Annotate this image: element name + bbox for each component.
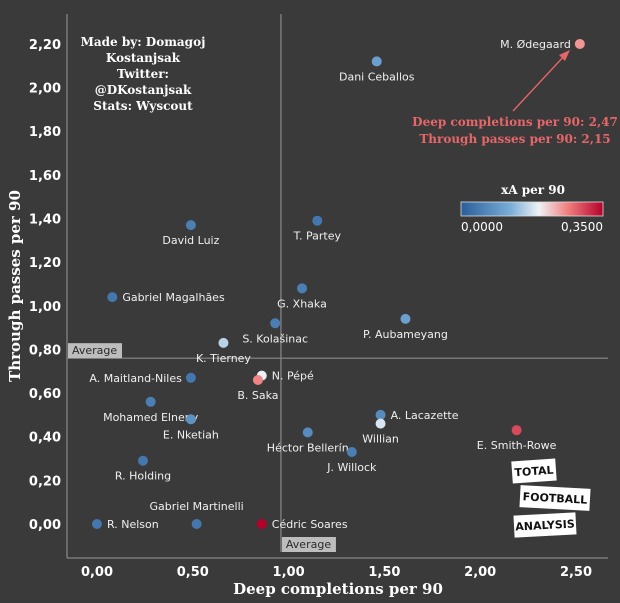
annotation-arrowhead [559,50,570,61]
x-tick-label: 2,50 [560,565,592,580]
y-tick-label: 1,60 [29,169,61,184]
legend-max-label: 0,3500 [561,220,603,234]
legend-min-label: 0,0000 [461,220,503,234]
point-21 [92,519,102,529]
point-label-17: J. Willock [326,461,377,474]
y-tick-label: 0,40 [29,431,61,446]
point-13 [185,414,196,425]
point-label-15: Willian [362,433,399,446]
y-tick-label: 0,80 [29,343,61,358]
y-tick-label: 1,40 [29,213,61,228]
credit-line-3: Twitter: [117,67,169,81]
credit-line-2: Kostanjsak [106,51,181,65]
credit-line-5: Stats: Wyscout [93,99,193,113]
point-label-0: M. Ødegaard [500,38,571,51]
y-tick-label: 0,20 [29,474,61,489]
annotation-arrow [512,53,567,112]
point-16 [302,427,313,438]
x-tick-label: 0,50 [177,565,209,580]
point-label-2: David Luiz [162,234,219,247]
point-label-21: R. Nelson [107,518,159,531]
point-4 [107,292,118,303]
data-points: M. Ødegaard Dani Ceballos David Luiz T. Par… [89,38,585,531]
point-label-7: S. Kolašinac [242,332,308,345]
point-8 [218,337,229,348]
point-22 [256,519,267,529]
legend-gradient-bar [460,201,604,217]
point-label-22: Cédric Soares [272,518,348,531]
y-tick-label: 2,00 [29,82,61,97]
point-3 [312,215,323,226]
point-label-16: Héctor Bellerín [267,441,349,454]
y-tick-label: 2,20 [29,38,61,53]
logo-line-2: FOOTBALL [522,490,587,506]
x-tick-label: 1,50 [368,565,400,580]
logo-line-1: TOTAL [514,464,554,480]
point-11 [252,374,263,385]
average-label-vertical-text: Average [286,538,331,551]
point-label-20: Gabriel Martinelli [150,500,244,513]
x-tick-label: 2,00 [464,565,496,580]
point-label-10: N. Pépé [272,370,314,383]
point-label-3: T. Partey [293,230,342,243]
x-tick-label: 1,00 [273,565,305,580]
y-tick-label: 0,60 [29,387,61,402]
credit-line-1: Made by: Domagoj [81,35,206,49]
total-football-analysis-logo: TOTAL FOOTBALL ANALYSIS [511,458,591,538]
y-axis-title: Through passes per 90 [6,190,24,382]
point-18 [511,425,522,436]
point-15 [375,418,386,429]
point-label-5: G. Xhaka [277,297,327,310]
legend-title: xA per 90 [501,183,565,197]
point-19 [137,455,148,466]
point-label-1: Dani Ceballos [339,70,415,83]
x-tick-label: 0,00 [81,565,113,580]
highlight-annotation: Deep completions per 90: 2,47 Through pa… [412,50,618,146]
average-label-horizontal: Average [68,343,122,359]
color-legend: xA per 90 0,0000 0,3500 [460,183,604,234]
point-label-8: K. Tierney [196,352,251,365]
point-14 [375,409,386,420]
annotation-line-2: Through passes per 90: 2,15 [419,132,610,146]
credits-block: Made by: Domagoj Kostanjsak Twitter: @DK… [81,35,206,113]
y-tick-label: 1,00 [29,300,61,315]
credit-line-4: @DKostanjsak [95,83,192,97]
x-axis-title: Deep completions per 90 [233,580,443,598]
average-label-horizontal-text: Average [72,344,117,357]
point-label-11: B. Saka [237,389,278,402]
point-label-13: E. Nketiah [163,428,219,441]
point-label-12: Mohamed Elneny [103,411,199,424]
point-20 [191,519,202,529]
point-label-14: A. Lacazette [391,409,459,422]
point-label-19: R. Holding [115,470,171,483]
point-9 [185,372,196,383]
point-12 [145,396,156,407]
point-label-4: Gabriel Magalhães [122,291,225,304]
point-1 [371,56,382,67]
annotation-line-1: Deep completions per 90: 2,47 [412,115,618,129]
average-label-vertical: Average [281,537,336,552]
logo-line-3: ANALYSIS [515,517,575,533]
axis-ticks: 0,00 0,50 1,00 1,50 2,00 2,50 0,00 0,20 0,40 0,60… [29,38,592,580]
point-label-9: A. Maitland-Niles [89,372,182,385]
point-0 [574,38,585,49]
point-17 [346,446,357,457]
point-5 [297,283,308,294]
point-label-18: E. Smith-Rowe [477,439,557,452]
point-2 [185,220,196,231]
point-6 [400,313,411,324]
point-label-6: P. Aubameyang [363,328,448,341]
y-tick-label: 0,00 [29,518,61,533]
point-7 [270,318,281,329]
y-tick-label: 1,20 [29,256,61,271]
y-tick-label: 1,80 [29,125,61,140]
